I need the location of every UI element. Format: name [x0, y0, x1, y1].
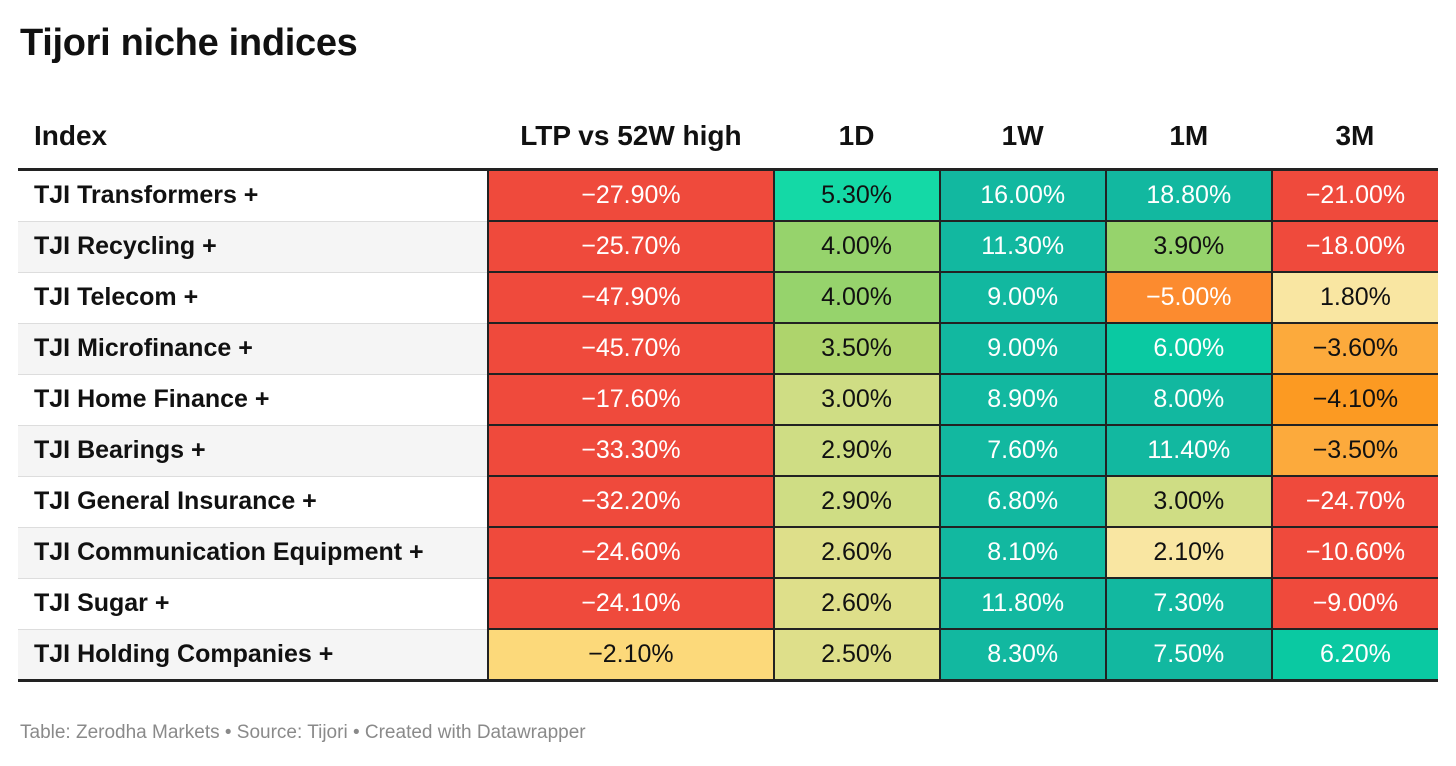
- value-cell-ltp-vs-52w-high: −27.90%: [487, 168, 775, 222]
- value-cell-3m: −9.00%: [1270, 577, 1438, 630]
- index-name-cell: TJI Recycling +: [18, 220, 490, 273]
- value-cell-1w: 11.80%: [938, 577, 1107, 630]
- value-cell-1w: 6.80%: [938, 475, 1107, 528]
- value-cell-3m: −3.50%: [1270, 424, 1438, 477]
- value-cell-1w: 8.90%: [938, 373, 1107, 426]
- index-name-cell: TJI Home Finance +: [18, 373, 490, 426]
- index-name-cell: TJI Sugar +: [18, 577, 490, 630]
- table-row: TJI Transformers + −27.90% 5.30% 16.00% 18.8…: [18, 168, 1438, 222]
- value-cell-ltp-vs-52w-high: −17.60%: [487, 373, 775, 426]
- table-row: TJI Communication Equipment + −24.60% 2.60…: [18, 526, 1438, 579]
- column-header-1w: 1W: [939, 104, 1106, 171]
- value-cell-1m: 11.40%: [1104, 424, 1273, 477]
- column-header-ltp-vs-52w-high: LTP vs 52W high: [488, 104, 774, 171]
- value-cell-1m: 7.50%: [1104, 628, 1273, 682]
- index-name-cell: TJI Communication Equipment +: [18, 526, 490, 579]
- value-cell-1d: 2.50%: [772, 628, 941, 682]
- value-cell-1w: 7.60%: [938, 424, 1107, 477]
- table-row: TJI Holding Companies + −2.10% 2.50% 8.30% 7…: [18, 628, 1438, 682]
- value-cell-1w: 8.30%: [938, 628, 1107, 682]
- table-row: TJI Recycling + −25.70% 4.00% 11.30% 3.90% −1…: [18, 220, 1438, 273]
- table-body: TJI Transformers + −27.90% 5.30% 16.00% 18.8…: [18, 168, 1438, 682]
- value-cell-1w: 16.00%: [938, 168, 1107, 222]
- value-cell-ltp-vs-52w-high: −24.10%: [487, 577, 775, 630]
- value-cell-1w: 9.00%: [938, 271, 1107, 324]
- value-cell-1d: 3.00%: [772, 373, 941, 426]
- value-cell-ltp-vs-52w-high: −45.70%: [487, 322, 775, 375]
- table-row: TJI Home Finance + −17.60% 3.00% 8.90% 8.00%…: [18, 373, 1438, 426]
- value-cell-1m: 8.00%: [1104, 373, 1273, 426]
- value-cell-1d: 3.50%: [772, 322, 941, 375]
- value-cell-1m: 3.90%: [1104, 220, 1273, 273]
- source-footer: Table: Zerodha Markets • Source: Tijori …: [20, 722, 586, 743]
- value-cell-1m: 6.00%: [1104, 322, 1273, 375]
- value-cell-ltp-vs-52w-high: −2.10%: [487, 628, 775, 682]
- chart-title: Tijori niche indices: [20, 22, 358, 64]
- header-row: Index LTP vs 52W high 1D 1W 1M 3M: [18, 104, 1438, 171]
- value-cell-3m: −10.60%: [1270, 526, 1438, 579]
- table-row: TJI General Insurance + −32.20% 2.90% 6.80%…: [18, 475, 1438, 528]
- value-cell-3m: −3.60%: [1270, 322, 1438, 375]
- index-name-cell: TJI Bearings +: [18, 424, 490, 477]
- value-cell-1d: 4.00%: [772, 220, 941, 273]
- column-header-1d: 1D: [773, 104, 940, 171]
- value-cell-ltp-vs-52w-high: −32.20%: [487, 475, 775, 528]
- value-cell-3m: 1.80%: [1270, 271, 1438, 324]
- value-cell-1d: 5.30%: [772, 168, 941, 222]
- value-cell-3m: 6.20%: [1270, 628, 1438, 682]
- value-cell-3m: −4.10%: [1270, 373, 1438, 426]
- value-cell-1d: 2.60%: [772, 526, 941, 579]
- value-cell-1d: 4.00%: [772, 271, 941, 324]
- value-cell-3m: −24.70%: [1270, 475, 1438, 528]
- value-cell-1d: 2.90%: [772, 475, 941, 528]
- value-cell-ltp-vs-52w-high: −47.90%: [487, 271, 775, 324]
- value-cell-ltp-vs-52w-high: −25.70%: [487, 220, 775, 273]
- value-cell-1w: 8.10%: [938, 526, 1107, 579]
- value-cell-1m: −5.00%: [1104, 271, 1273, 324]
- index-name-cell: TJI Transformers +: [18, 169, 490, 222]
- index-name-cell: TJI Microfinance +: [18, 322, 490, 375]
- value-cell-ltp-vs-52w-high: −24.60%: [487, 526, 775, 579]
- table-row: TJI Bearings + −33.30% 2.90% 7.60% 11.40% −3.…: [18, 424, 1438, 477]
- value-cell-ltp-vs-52w-high: −33.30%: [487, 424, 775, 477]
- table-header: Index LTP vs 52W high 1D 1W 1M 3M: [18, 104, 1438, 171]
- value-cell-1m: 7.30%: [1104, 577, 1273, 630]
- column-header-1m: 1M: [1105, 104, 1272, 171]
- column-header-index: Index: [18, 104, 489, 171]
- index-name-cell: TJI General Insurance +: [18, 475, 490, 528]
- value-cell-1w: 11.30%: [938, 220, 1107, 273]
- index-name-cell: TJI Telecom +: [18, 271, 490, 324]
- index-name-cell: TJI Holding Companies +: [18, 628, 490, 682]
- value-cell-1m: 18.80%: [1104, 168, 1273, 222]
- column-header-3m: 3M: [1271, 104, 1438, 171]
- table-row: TJI Sugar + −24.10% 2.60% 11.80% 7.30% −9.00%: [18, 577, 1438, 630]
- indices-table: Index LTP vs 52W high 1D 1W 1M 3M TJI Tr…: [18, 104, 1438, 682]
- table-row: TJI Microfinance + −45.70% 3.50% 9.00% 6.00%…: [18, 322, 1438, 375]
- table-row: TJI Telecom + −47.90% 4.00% 9.00% −5.00% 1.80…: [18, 271, 1438, 324]
- value-cell-1m: 3.00%: [1104, 475, 1273, 528]
- value-cell-1w: 9.00%: [938, 322, 1107, 375]
- value-cell-1m: 2.10%: [1104, 526, 1273, 579]
- value-cell-3m: −21.00%: [1270, 168, 1438, 222]
- value-cell-1d: 2.90%: [772, 424, 941, 477]
- value-cell-3m: −18.00%: [1270, 220, 1438, 273]
- value-cell-1d: 2.60%: [772, 577, 941, 630]
